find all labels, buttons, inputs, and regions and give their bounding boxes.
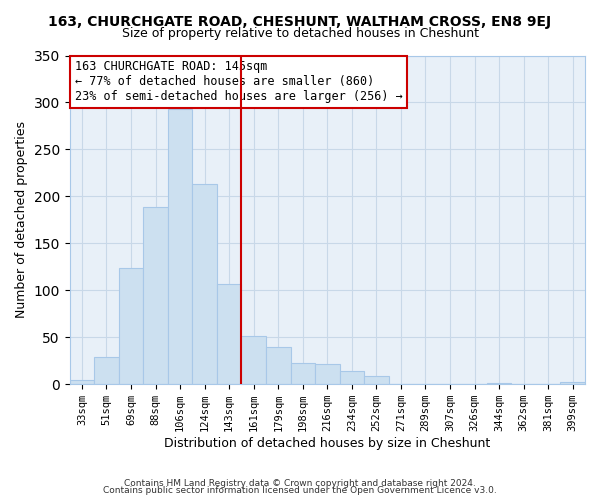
Text: Size of property relative to detached houses in Cheshunt: Size of property relative to detached ho… — [121, 28, 479, 40]
Text: 163, CHURCHGATE ROAD, CHESHUNT, WALTHAM CROSS, EN8 9EJ: 163, CHURCHGATE ROAD, CHESHUNT, WALTHAM … — [49, 15, 551, 29]
Bar — [119, 268, 143, 384]
Text: 163 CHURCHGATE ROAD: 145sqm
← 77% of detached houses are smaller (860)
23% of se: 163 CHURCHGATE ROAD: 145sqm ← 77% of det… — [75, 60, 403, 104]
Bar — [364, 376, 389, 384]
Bar — [290, 362, 315, 384]
Bar — [193, 184, 217, 384]
Bar — [560, 382, 585, 384]
Bar — [217, 284, 241, 384]
Bar — [143, 206, 168, 384]
Text: Contains HM Land Registry data © Crown copyright and database right 2024.: Contains HM Land Registry data © Crown c… — [124, 478, 476, 488]
Y-axis label: Number of detached properties: Number of detached properties — [15, 122, 28, 318]
Bar — [94, 357, 119, 384]
Bar — [266, 346, 290, 384]
Bar — [168, 109, 193, 384]
Bar — [70, 380, 94, 384]
Bar — [241, 336, 266, 384]
Bar — [315, 364, 340, 384]
Text: Contains public sector information licensed under the Open Government Licence v3: Contains public sector information licen… — [103, 486, 497, 495]
X-axis label: Distribution of detached houses by size in Cheshunt: Distribution of detached houses by size … — [164, 437, 490, 450]
Bar — [340, 371, 364, 384]
